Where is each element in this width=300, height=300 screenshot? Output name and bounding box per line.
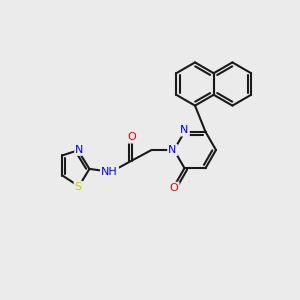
Text: O: O [128,132,136,142]
Text: S: S [75,182,82,192]
Text: N: N [180,125,189,135]
Text: O: O [169,183,178,193]
Text: N: N [75,145,84,155]
Text: NH: NH [101,167,118,177]
Text: N: N [168,145,177,155]
